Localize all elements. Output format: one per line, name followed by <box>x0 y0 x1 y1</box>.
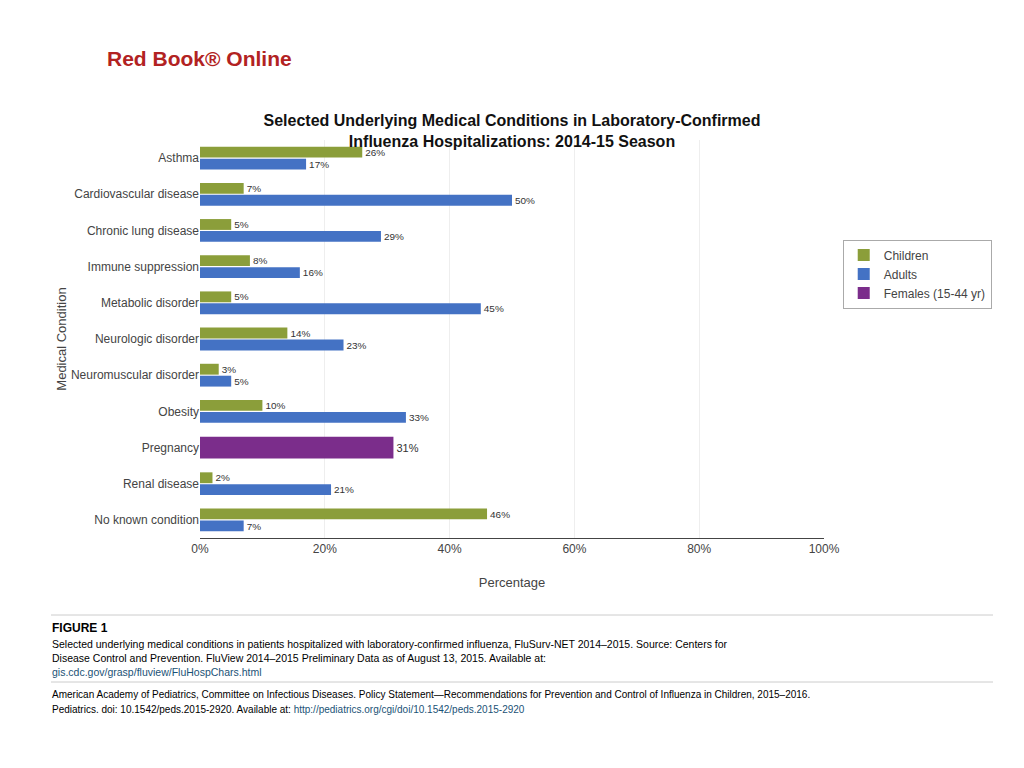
svg-text:Percentage: Percentage <box>479 575 546 590</box>
svg-text:Medical Condition: Medical Condition <box>54 287 69 390</box>
svg-text:45%: 45% <box>484 303 504 314</box>
svg-text:Selected Underlying Medical Co: Selected Underlying Medical Conditions i… <box>264 112 761 150</box>
svg-text:23%: 23% <box>347 340 367 351</box>
svg-text:31%: 31% <box>396 442 418 454</box>
svg-text:16%: 16% <box>303 267 323 278</box>
svg-text:Neurologic disorder: Neurologic disorder <box>95 332 199 346</box>
svg-text:60%: 60% <box>562 542 586 556</box>
svg-text:40%: 40% <box>438 542 462 556</box>
svg-text:14%: 14% <box>290 328 310 339</box>
svg-text:3%: 3% <box>222 364 237 375</box>
svg-text:Neuromuscular disorder: Neuromuscular disorder <box>71 368 199 382</box>
svg-text:Pregnancy: Pregnancy <box>142 441 199 455</box>
svg-text:Pediatrics. doi: 10.1542/peds.: Pediatrics. doi: 10.1542/peds.2015-2920.… <box>52 704 525 715</box>
svg-text:8%: 8% <box>253 255 268 266</box>
svg-text:46%: 46% <box>490 509 510 520</box>
svg-text:29%: 29% <box>384 231 404 242</box>
svg-text:5%: 5% <box>234 219 249 230</box>
svg-text:Red Book® Online: Red Book® Online <box>107 47 292 70</box>
svg-text:100%: 100% <box>809 542 840 556</box>
svg-text:Asthma: Asthma <box>158 151 199 165</box>
svg-text:33%: 33% <box>409 412 429 423</box>
svg-text:Females (15-44 yr): Females (15-44 yr) <box>884 287 985 301</box>
svg-text:Obesity: Obesity <box>158 405 199 419</box>
svg-text:7%: 7% <box>247 183 262 194</box>
svg-text:Disease Control and Prevention: Disease Control and Prevention. FluView … <box>52 652 546 664</box>
svg-text:20%: 20% <box>313 542 337 556</box>
svg-text:Chronic lung disease: Chronic lung disease <box>87 224 199 238</box>
svg-text:10%: 10% <box>265 400 285 411</box>
svg-text:Cardiovascular disease: Cardiovascular disease <box>74 187 199 201</box>
svg-text:Immune suppression: Immune suppression <box>88 260 199 274</box>
svg-text:5%: 5% <box>234 376 249 387</box>
svg-text:gis.cdc.gov/grasp/fluview/FluH: gis.cdc.gov/grasp/fluview/FluHospChars.h… <box>52 666 262 678</box>
svg-text:Renal disease: Renal disease <box>123 477 199 491</box>
svg-text:No known condition: No known condition <box>94 513 199 527</box>
svg-text:2%: 2% <box>215 472 230 483</box>
svg-text:Selected underlying medical co: Selected underlying medical conditions i… <box>52 638 728 650</box>
svg-text:American Academy of Pediatrics: American Academy of Pediatrics, Committe… <box>52 689 810 700</box>
svg-text:17%: 17% <box>309 159 329 170</box>
svg-text:0%: 0% <box>191 542 209 556</box>
svg-text:Metabolic disorder: Metabolic disorder <box>101 296 199 310</box>
svg-text:FIGURE 1: FIGURE 1 <box>52 621 108 635</box>
svg-text:7%: 7% <box>247 521 262 532</box>
svg-text:50%: 50% <box>515 195 535 206</box>
svg-text:Children: Children <box>884 249 929 263</box>
svg-text:21%: 21% <box>334 484 354 495</box>
svg-text:Adults: Adults <box>884 268 917 282</box>
svg-text:5%: 5% <box>234 291 249 302</box>
svg-text:80%: 80% <box>687 542 711 556</box>
svg-text:26%: 26% <box>365 147 385 158</box>
